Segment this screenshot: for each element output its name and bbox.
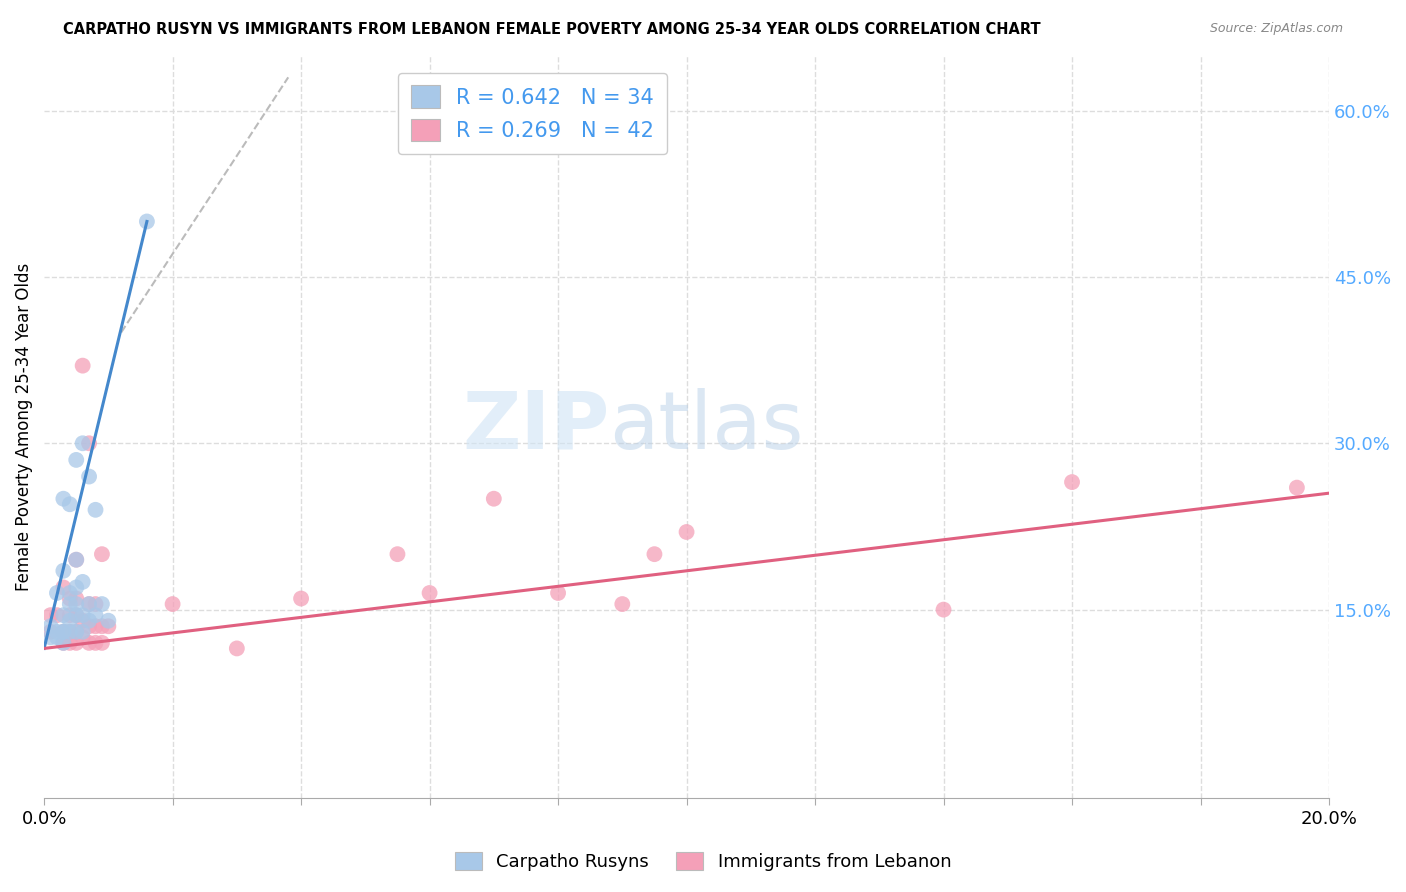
Point <box>65 608 87 623</box>
Point <box>72 359 94 373</box>
Point <box>77 469 100 483</box>
Point <box>65 624 87 639</box>
Point <box>59 608 82 623</box>
Point <box>135 214 157 228</box>
Point <box>65 552 87 566</box>
Point <box>482 491 505 506</box>
Point <box>77 636 100 650</box>
Point <box>65 608 87 623</box>
Point <box>52 608 75 623</box>
Point <box>59 624 82 639</box>
Point <box>39 619 62 633</box>
Point <box>72 574 94 589</box>
Point <box>65 636 87 650</box>
Point <box>643 547 665 561</box>
Point <box>52 636 75 650</box>
Point <box>52 581 75 595</box>
Point <box>46 586 69 600</box>
Point <box>65 597 87 611</box>
Point <box>39 624 62 639</box>
Point <box>52 636 75 650</box>
Point <box>84 503 107 517</box>
Point <box>932 602 955 616</box>
Point <box>59 497 82 511</box>
Point <box>65 591 87 606</box>
Legend: Carpatho Rusyns, Immigrants from Lebanon: Carpatho Rusyns, Immigrants from Lebanon <box>447 845 959 879</box>
Legend: R = 0.642   N = 34, R = 0.269   N = 42: R = 0.642 N = 34, R = 0.269 N = 42 <box>398 73 666 153</box>
Point <box>72 614 94 628</box>
Point <box>72 436 94 450</box>
Point <box>225 641 247 656</box>
Point <box>65 453 87 467</box>
Point <box>97 619 120 633</box>
Point <box>39 608 62 623</box>
Text: atlas: atlas <box>609 388 804 466</box>
Point <box>46 631 69 645</box>
Point <box>84 636 107 650</box>
Point <box>52 564 75 578</box>
Point <box>547 586 569 600</box>
Point <box>46 608 69 623</box>
Point <box>52 624 75 639</box>
Point <box>52 491 75 506</box>
Point <box>59 586 82 600</box>
Point <box>65 552 87 566</box>
Point <box>46 624 69 639</box>
Point <box>39 631 62 645</box>
Point <box>90 547 112 561</box>
Point <box>84 619 107 633</box>
Point <box>77 436 100 450</box>
Point <box>59 597 82 611</box>
Point <box>675 524 697 539</box>
Point <box>84 608 107 623</box>
Point <box>65 624 87 639</box>
Point <box>59 591 82 606</box>
Point <box>65 581 87 595</box>
Point <box>77 597 100 611</box>
Point <box>290 591 312 606</box>
Point <box>90 619 112 633</box>
Point <box>387 547 409 561</box>
Text: CARPATHO RUSYN VS IMMIGRANTS FROM LEBANON FEMALE POVERTY AMONG 25-34 YEAR OLDS C: CARPATHO RUSYN VS IMMIGRANTS FROM LEBANO… <box>63 22 1040 37</box>
Point <box>162 597 184 611</box>
Text: ZIP: ZIP <box>463 388 609 466</box>
Point <box>59 614 82 628</box>
Point <box>77 614 100 628</box>
Point <box>59 624 82 639</box>
Point <box>59 636 82 650</box>
Point <box>52 624 75 639</box>
Point <box>77 597 100 611</box>
Point <box>72 608 94 623</box>
Point <box>77 619 100 633</box>
Point <box>90 597 112 611</box>
Point <box>72 631 94 645</box>
Point <box>419 586 441 600</box>
Y-axis label: Female Poverty Among 25-34 Year Olds: Female Poverty Among 25-34 Year Olds <box>15 262 32 591</box>
Text: Source: ZipAtlas.com: Source: ZipAtlas.com <box>1209 22 1343 36</box>
Point <box>1285 481 1308 495</box>
Point <box>52 624 75 639</box>
Point <box>1060 475 1083 489</box>
Point <box>612 597 634 611</box>
Point <box>97 614 120 628</box>
Point <box>84 597 107 611</box>
Point <box>72 624 94 639</box>
Point <box>90 636 112 650</box>
